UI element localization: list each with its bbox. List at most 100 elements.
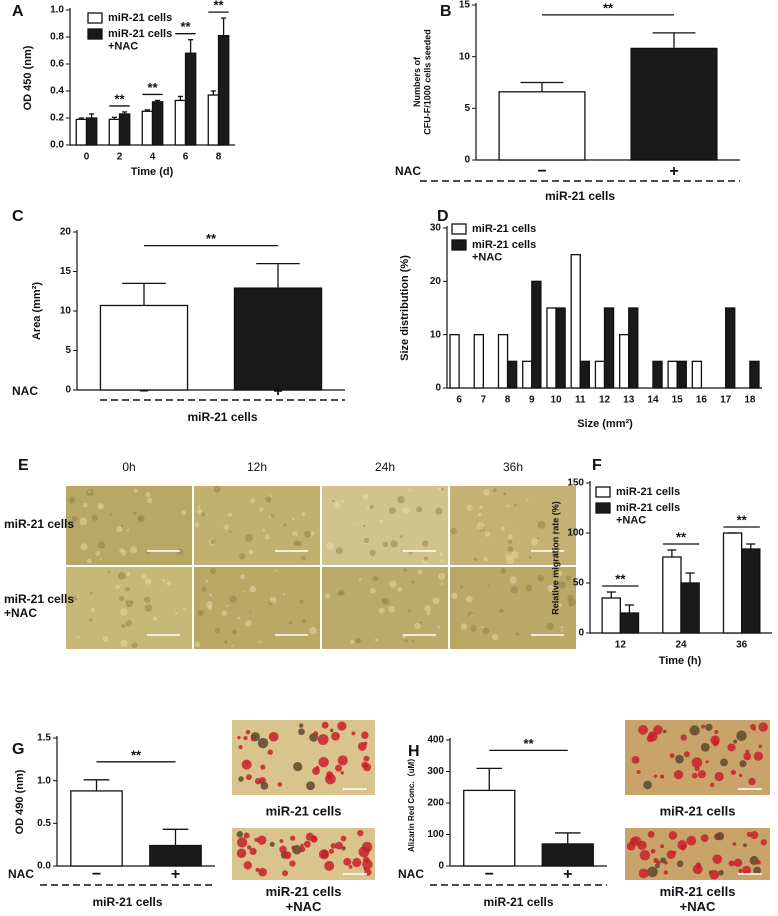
photo-stain	[745, 749, 750, 754]
photo-texture	[473, 557, 478, 562]
bar	[628, 307, 639, 389]
photo-texture	[175, 611, 178, 615]
bar	[141, 110, 154, 146]
bar	[618, 334, 630, 389]
photo-texture	[414, 622, 421, 630]
photo-stain	[750, 724, 756, 730]
photo-texture	[369, 587, 376, 594]
photo-texture	[119, 596, 125, 602]
photo-texture	[557, 531, 561, 535]
photo-texture	[301, 618, 306, 624]
photo-texture	[259, 507, 264, 512]
x-tick-label: 12	[599, 395, 611, 406]
photo-stain	[691, 757, 703, 768]
photo-stain	[664, 861, 668, 865]
photo-texture	[298, 599, 304, 604]
y-axis-label: OD 450 (nm)	[22, 45, 34, 110]
photo-stain	[289, 860, 296, 867]
photo-texture	[326, 542, 335, 551]
photo-texture	[239, 553, 246, 560]
x-tick-label: 14	[647, 395, 659, 406]
photo-texture	[551, 531, 554, 534]
photo-texture	[510, 551, 519, 559]
photo-texture	[481, 626, 484, 629]
photo-stain	[683, 751, 690, 758]
photo-texture	[129, 546, 137, 554]
photo-stain	[335, 764, 343, 772]
photo-texture	[363, 537, 370, 544]
photo-stain	[313, 731, 319, 737]
photo-stain	[236, 831, 244, 838]
photo-texture	[505, 553, 512, 560]
y-tick-label: 100	[567, 528, 584, 539]
photo-texture	[97, 503, 104, 510]
bar	[579, 360, 591, 389]
photo-texture	[226, 604, 229, 608]
photo-caption: miR-21 cells	[266, 803, 342, 818]
photo-texture	[197, 609, 204, 616]
y-axis-label: Alizarin Red Conc.（uM）	[406, 754, 416, 852]
photo-stain	[237, 735, 241, 740]
photo-stain	[666, 850, 676, 860]
photo-stain	[327, 776, 332, 781]
photo-texture	[109, 513, 113, 516]
photo-texture	[145, 492, 151, 498]
photo	[232, 828, 375, 880]
row-label: miR-21 cells +NAC	[4, 592, 74, 620]
photo-texture	[304, 530, 311, 538]
photo-stain	[660, 844, 665, 849]
photo-texture	[332, 499, 335, 503]
photo-stain	[728, 860, 735, 867]
legend-swatch	[595, 486, 611, 498]
photo-texture	[547, 584, 556, 593]
photo-texture	[419, 621, 422, 624]
bar	[70, 790, 123, 867]
photo-texture	[166, 581, 171, 586]
photo-stain	[631, 756, 640, 764]
photo-stain	[257, 835, 267, 845]
photo-stain	[268, 731, 279, 742]
x-tick-label: 11	[575, 395, 586, 406]
photo-texture	[551, 550, 559, 558]
photo-stain	[337, 755, 348, 766]
photo-stain	[243, 832, 250, 839]
x-tick-label: +	[669, 163, 678, 180]
photo-texture	[399, 535, 404, 539]
photo-stain	[337, 721, 347, 731]
photo-stain	[279, 845, 287, 854]
photo-texture	[568, 598, 576, 607]
bar	[473, 334, 484, 389]
y-tick-label: 0.4	[50, 86, 64, 97]
photo-texture	[120, 549, 127, 556]
photo-texture	[243, 590, 246, 593]
photo-texture	[530, 537, 539, 546]
photo-stain	[732, 842, 737, 846]
photo-stain	[300, 843, 304, 848]
photo-stain	[236, 837, 248, 848]
y-tick-label: 1.0	[37, 775, 51, 786]
photo-stain	[730, 769, 736, 775]
row-label: miR-21 cells	[4, 517, 74, 531]
photo-stain	[251, 737, 256, 742]
photo-texture	[141, 574, 147, 579]
photo-texture	[206, 601, 213, 608]
panel-label: G	[12, 741, 24, 758]
y-axis-label: Numbers ofCFU-F/1000 cells seeded	[412, 29, 432, 135]
bar	[594, 360, 606, 389]
photo-texture	[201, 587, 207, 593]
photo-texture	[296, 541, 302, 547]
bar	[498, 91, 586, 161]
photo-stain	[245, 729, 251, 735]
significance-label: **	[213, 0, 224, 13]
photo-texture	[91, 514, 98, 521]
photo-stain	[714, 729, 719, 734]
photo-stain	[663, 729, 667, 734]
photo-stain	[329, 728, 334, 733]
row-label: NAC	[395, 164, 421, 178]
photo-stain	[335, 841, 344, 850]
y-tick-label: 10	[60, 306, 72, 317]
legend-label: miR-21 cells	[108, 12, 172, 24]
photo-texture	[537, 521, 546, 529]
photo-texture	[270, 514, 275, 518]
photo-texture	[121, 624, 126, 629]
